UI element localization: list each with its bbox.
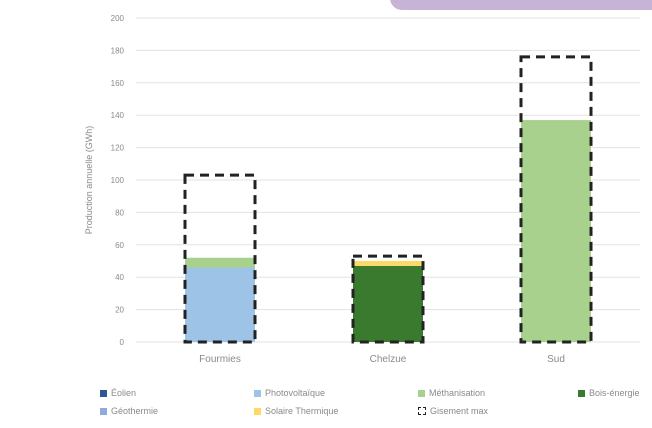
legend-swatch xyxy=(254,390,261,397)
legend-label: Méthanisation xyxy=(429,388,485,398)
legend-label: Solaire Thermique xyxy=(265,406,338,416)
legend-item: Bois-énergie xyxy=(578,388,652,398)
y-tick-label: 0 xyxy=(120,338,125,347)
y-tick-label: 160 xyxy=(111,79,125,88)
legend-label: Géothermie xyxy=(111,406,158,416)
x-tick-label: Fourmies xyxy=(199,354,241,365)
legend-item: Méthanisation xyxy=(418,388,578,398)
legend-item: Géothermie xyxy=(100,406,254,416)
bar-segment-photovoltaique xyxy=(185,267,255,342)
legend-swatch xyxy=(100,390,107,397)
legend-label: Gisement max xyxy=(430,406,488,416)
legend-label: Éolien xyxy=(111,388,136,398)
legend-item: Photovoltaïque xyxy=(254,388,418,398)
y-tick-label: 60 xyxy=(115,241,124,250)
legend-swatch xyxy=(578,390,585,397)
legend-item: Gisement max xyxy=(418,406,578,416)
bar-segment-solaire-thermique xyxy=(353,261,423,266)
y-tick-label: 120 xyxy=(111,144,125,153)
stacked-bar-chart: 0 20 40 60 80 100 120 140 160 180 200 Production an… xyxy=(0,0,652,380)
y-tick-label: 20 xyxy=(115,306,124,315)
y-tick-label: 140 xyxy=(111,111,125,120)
x-tick-label: Sud xyxy=(547,354,565,365)
y-tick-label: 180 xyxy=(111,46,125,55)
y-tick-label: 200 xyxy=(111,14,125,23)
legend-swatch xyxy=(418,407,426,415)
chart-legend: Éolien Photovoltaïque Méthanisation Bois-én… xyxy=(100,388,652,416)
y-tick-label: 40 xyxy=(115,273,124,282)
legend-swatch xyxy=(254,408,261,415)
bar-segment-bois-energie xyxy=(353,266,423,342)
legend-item: Solaire Thermique xyxy=(254,406,418,416)
bar-segment-methanisation xyxy=(185,258,255,268)
legend-label: Photovoltaïque xyxy=(265,388,325,398)
legend-label: Bois-énergie xyxy=(589,388,640,398)
legend-swatch xyxy=(418,390,425,397)
legend-item: Éolien xyxy=(100,388,254,398)
x-tick-label: Chelzue xyxy=(370,354,407,365)
y-tick-label: 100 xyxy=(111,176,125,185)
bar-segment-methanisation xyxy=(521,120,591,342)
y-axis-label: Production annuelle (GWh) xyxy=(84,126,94,235)
legend-swatch xyxy=(100,408,107,415)
y-tick-label: 80 xyxy=(115,208,124,217)
